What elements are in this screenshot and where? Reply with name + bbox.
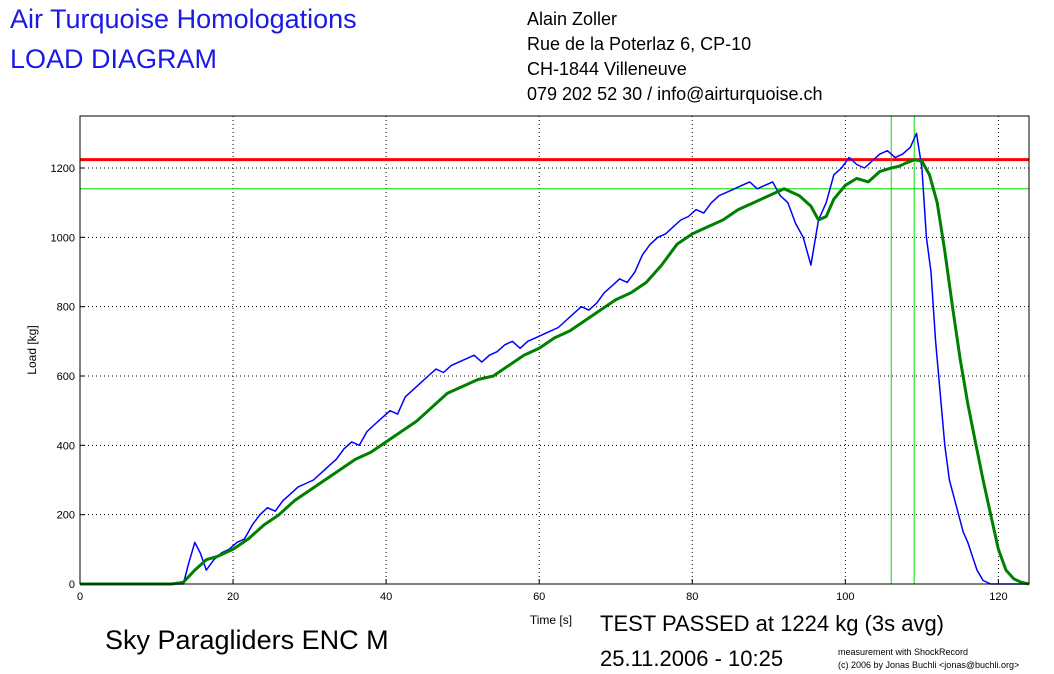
y-tick-label: 0 (69, 579, 75, 591)
x-tick-label: 80 (686, 591, 698, 603)
chart-title: Air Turquoise Homologations (10, 4, 357, 34)
test-datetime: 25.11.2006 - 10:25 (600, 646, 784, 671)
address-contact: 079 202 52 30 / info@airturquoise.ch (527, 84, 823, 104)
y-tick-label: 800 (57, 302, 75, 314)
x-tick-label: 60 (533, 591, 545, 603)
x-tick-label: 120 (989, 591, 1007, 603)
reference-lines (80, 116, 1029, 584)
y-tick-label: 400 (57, 440, 75, 452)
x-tick-label: 0 (77, 591, 83, 603)
y-tick-label: 1200 (51, 163, 75, 175)
raw-load-series (80, 132, 1029, 585)
y-tick-label: 1000 (51, 232, 75, 244)
credit-line-1: measurement with ShockRecord (838, 647, 969, 657)
x-tick-label: 100 (836, 591, 854, 603)
address-name: Alain Zoller (527, 9, 618, 29)
credit-line-2: (c) 2006 by Jonas Buchli <jonas@buchli.o… (838, 660, 1020, 670)
chart-grid (80, 116, 1029, 584)
y-tick-label: 600 (57, 371, 75, 383)
average-load-series (80, 158, 1030, 586)
test-result: TEST PASSED at 1224 kg (3s avg) (600, 611, 945, 636)
product-name: Sky Paragliders ENC M (105, 625, 389, 655)
y-axis-label: Load [kg] (25, 325, 39, 374)
address-street: Rue de la Poterlaz 6, CP-10 (527, 34, 752, 54)
plot-frame (79, 115, 1030, 585)
address-city: CH-1844 Villeneuve (527, 59, 687, 79)
x-tick-label: 20 (227, 591, 239, 603)
y-tick-label: 200 (57, 510, 75, 522)
x-axis-label: Time [s] (530, 613, 572, 627)
chart-subtitle: LOAD DIAGRAM (10, 44, 218, 74)
chart-series (80, 132, 1030, 586)
x-tick-label: 40 (380, 591, 392, 603)
